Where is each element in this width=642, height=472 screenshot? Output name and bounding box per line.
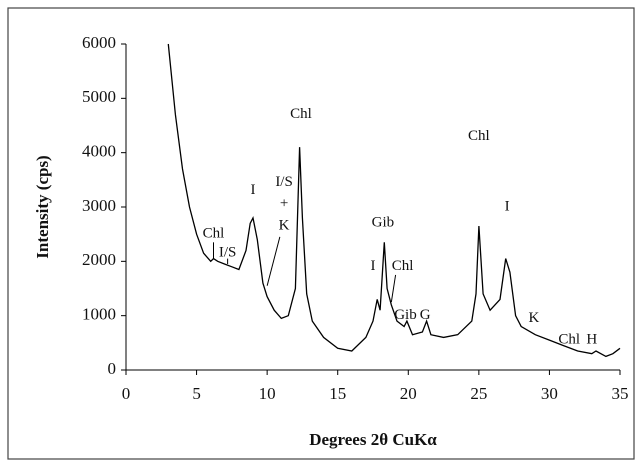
peak-label: + <box>280 196 288 212</box>
leader-line <box>266 236 281 286</box>
y-tick-label: 0 <box>108 359 117 378</box>
peak-label: H <box>586 332 597 348</box>
y-tick-label: 6000 <box>82 33 116 52</box>
peak-label: I <box>371 258 376 274</box>
peak-label: Chl <box>392 258 414 274</box>
leader-line <box>390 274 397 303</box>
peak-label: G <box>420 307 431 323</box>
peak-label: Gib <box>372 215 395 231</box>
x-tick-label: 20 <box>400 384 417 403</box>
x-tick-label: 25 <box>470 384 487 403</box>
y-tick-label: 5000 <box>82 87 116 106</box>
peak-label: I/S <box>275 174 293 190</box>
peak-label: Chl <box>203 226 225 242</box>
peak-label: K <box>279 217 290 233</box>
peak-label: I <box>505 198 510 214</box>
peak-label: Chl <box>468 128 490 144</box>
x-tick-label: 15 <box>329 384 346 403</box>
y-tick-label: 3000 <box>82 196 116 215</box>
peak-label: I/S <box>219 245 237 261</box>
x-tick-label: 30 <box>541 384 558 403</box>
y-tick-label: 2000 <box>82 250 116 269</box>
peak-label: Gib <box>394 307 417 323</box>
x-tick-label: 35 <box>612 384 629 403</box>
x-tick-label: 5 <box>192 384 201 403</box>
x-tick-label: 0 <box>122 384 131 403</box>
y-tick-label: 1000 <box>82 305 116 324</box>
x-tick-label: 10 <box>259 384 276 403</box>
peak-label: K <box>528 310 539 326</box>
x-axis-title: Degrees 2θ CuKα <box>309 430 437 449</box>
pattern-line <box>167 43 621 358</box>
y-tick-label: 4000 <box>82 142 116 161</box>
peak-label: Chl <box>290 106 312 122</box>
peak-label: I <box>251 182 256 198</box>
y-axis-title: Intensity (cps) <box>33 155 52 258</box>
peak-label: Chl <box>558 332 580 348</box>
figure-border <box>7 7 635 460</box>
